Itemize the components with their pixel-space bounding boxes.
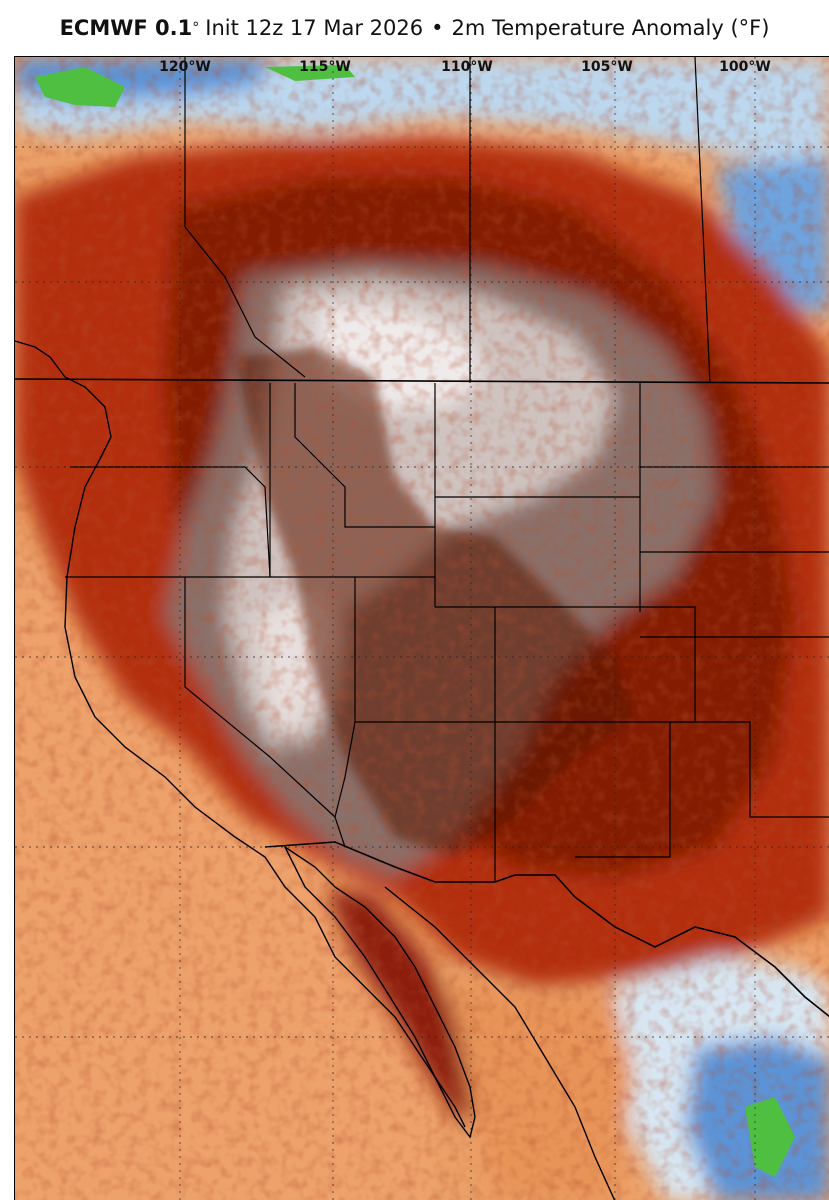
mexico-border xyxy=(264,841,829,1018)
longitude-label: 120°W xyxy=(159,59,211,75)
green-patch-se xyxy=(745,1097,795,1177)
longitude-label: 100°W xyxy=(719,59,771,75)
init-time: Init 12z 17 Mar 2026 xyxy=(205,16,424,40)
map-title: ECMWF 0.1 ° Init 12z 17 Mar 2026 • 2m Tem… xyxy=(0,0,829,56)
model-name: ECMWF 0.1 xyxy=(59,16,193,40)
longitude-label: 105°W xyxy=(581,59,633,75)
canada-border xyxy=(15,378,829,384)
field-name: 2m Temperature Anomaly (°F) xyxy=(451,16,770,40)
green-patch-n xyxy=(265,65,355,81)
province-lines xyxy=(184,57,711,384)
graticule xyxy=(15,57,829,1200)
longitude-label: 115°W xyxy=(299,59,351,75)
green-patch-nw xyxy=(35,67,125,107)
speckle-texture xyxy=(15,57,829,1200)
baja-peninsula xyxy=(283,844,476,1139)
longitude-label: 110°W xyxy=(441,59,493,75)
anomaly-map[interactable]: 120°W 115°W 110°W 105°W 100°W xyxy=(14,56,829,1200)
title-separator: • xyxy=(431,16,444,40)
longitude-labels: 120°W 115°W 110°W 105°W 100°W xyxy=(159,59,771,75)
state-borders xyxy=(65,383,829,882)
pacific-coastline xyxy=(15,340,466,1128)
degree-mark: ° xyxy=(192,20,200,36)
mexico-west-coast xyxy=(384,886,616,1200)
